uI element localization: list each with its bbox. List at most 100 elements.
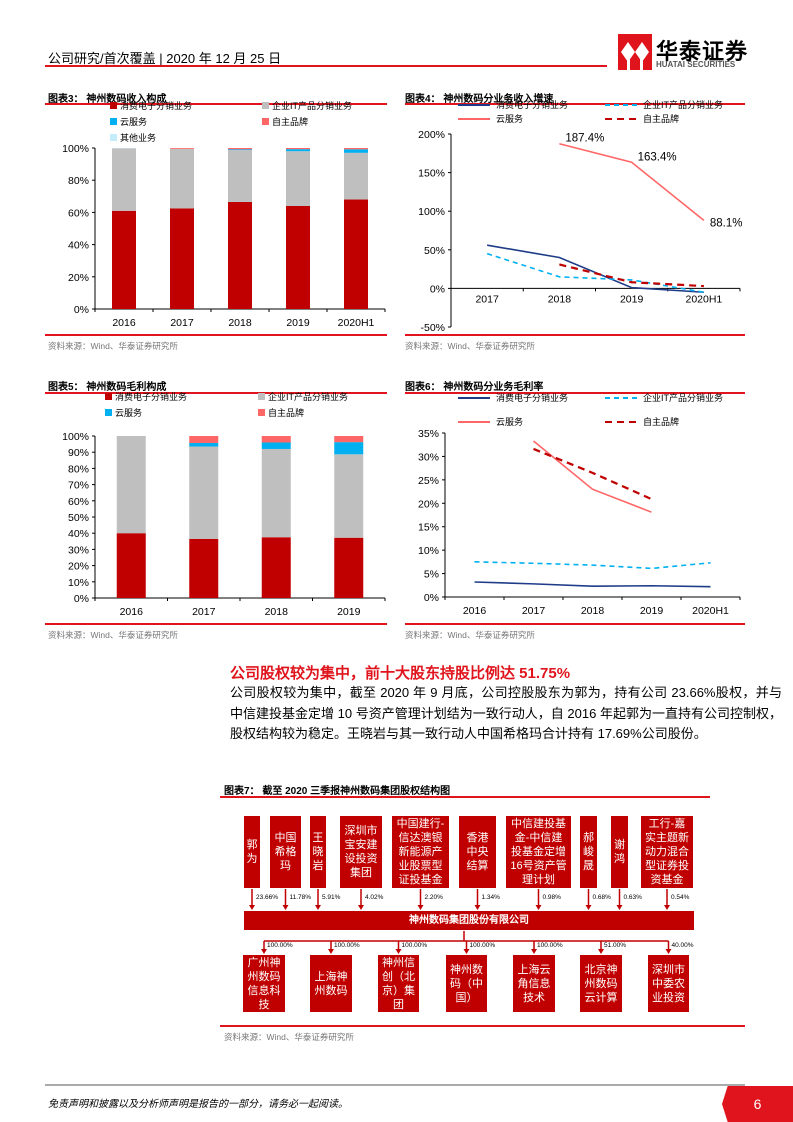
fig3-title: 图表3： 神州数码收入构成 — [48, 94, 167, 105]
shareholder-percentage: 1.34% — [481, 894, 500, 901]
fig4-series-line — [559, 263, 704, 288]
fig3-legend-label: 自主品牌 — [272, 116, 308, 127]
subsidiary-percentage: 40.00% — [671, 942, 694, 949]
fig6-bottom-rule — [405, 623, 745, 625]
fig3-bar-segment — [344, 199, 368, 309]
fig3-bar-segment — [228, 201, 252, 309]
shareholder-percentage: 0.63% — [623, 894, 642, 901]
fig4-source: 资料来源：Wind、华泰证券研究所 — [405, 341, 535, 351]
fig5-bar-segment — [334, 442, 364, 455]
fig4-legend-label: 企业IT产品分销业务 — [643, 99, 723, 110]
fig6-y-tick-label: 35% — [418, 428, 439, 440]
arrow-head-icon — [417, 905, 424, 910]
fig5-bar-segment — [334, 454, 364, 538]
fig3-x-tick-label: 2019 — [286, 317, 310, 329]
fig3-x-tick-label: 2017 — [170, 317, 194, 329]
arrow-head-icon — [249, 905, 255, 910]
fig5-legend-swatch — [258, 393, 265, 400]
fig5-y-tick-label: 90% — [68, 447, 89, 459]
fig5-legend-swatch — [258, 409, 265, 416]
arrow-head-icon — [665, 949, 672, 954]
logo-text: 华泰证券 — [656, 39, 749, 64]
shareholder-box: 深圳市 宝安建 设投资 集团 — [339, 815, 383, 889]
fig4-data-label: 88.1% — [710, 217, 743, 229]
arrow-head-icon — [598, 949, 604, 954]
fig3-y-tick-label: 0% — [74, 304, 89, 316]
fig5-legend-label: 云服务 — [115, 407, 142, 418]
fig6-x-tick-label: 2018 — [581, 605, 605, 617]
fig4-legend-label: 云服务 — [496, 113, 523, 124]
subsidiary-percentage: 100.00% — [401, 942, 428, 949]
fig3-bar-segment — [344, 148, 368, 150]
fig5-legend-label: 自主品牌 — [268, 407, 304, 418]
fig6-top-rule — [405, 392, 745, 394]
fig5-bar-segment — [116, 436, 146, 534]
fig7-bottom-rule — [220, 1025, 745, 1027]
shareholder-percentage: 2.20% — [424, 894, 443, 901]
fig5-y-tick-label: 80% — [68, 463, 89, 475]
shareholder-percentage: 0.68% — [592, 894, 611, 901]
fig6-y-tick-label: 10% — [418, 545, 439, 557]
fig4-y-tick-label: 200% — [418, 129, 445, 141]
fig5-x-tick-label: 2016 — [120, 606, 144, 618]
footer-divider — [45, 1084, 745, 1086]
fig3-x-tick-label: 2020H1 — [338, 317, 375, 329]
shareholder-box: 中信建投基 金-中信建 投基金定增 16号资产管 理计划 — [505, 815, 572, 889]
fig6-legend-label: 企业IT产品分销业务 — [643, 392, 723, 403]
shareholder-percentage: 0.98% — [542, 894, 561, 901]
fig6-source: 资料来源：Wind、华泰证券研究所 — [405, 630, 535, 640]
fig5-y-tick-label: 40% — [68, 528, 89, 540]
subsidiary-percentage: 100.00% — [267, 942, 293, 949]
arrow-head-icon — [328, 949, 334, 954]
fig5-bar-segment — [334, 537, 364, 598]
fig5-bar-segment — [189, 446, 219, 539]
fig6-y-tick-label: 25% — [418, 475, 439, 487]
page-number: 6 — [722, 1086, 793, 1122]
subsidiary-box: 神州信 创（北 京）集 团 — [377, 954, 420, 1013]
fig3-x-tick-label: 2016 — [112, 317, 136, 329]
fig6-x-tick-label: 2017 — [522, 605, 546, 617]
logo-subtext: HUATAI SECURITIES — [656, 60, 736, 69]
fig6-y-tick-label: 0% — [424, 592, 439, 604]
fig5-y-tick-label: 10% — [68, 577, 89, 589]
fig6-series-line — [533, 447, 652, 501]
fig4-series-line — [559, 142, 705, 222]
section-paragraph: 公司股权较为集中，截至 2020 年 9 月底，公司控股股东为郭为，持有公司 2… — [230, 685, 782, 741]
fig3-legend-swatch — [262, 118, 269, 125]
fig5-bar-segment — [189, 538, 219, 598]
fig6-series-line — [474, 561, 711, 570]
arrow-head-icon — [261, 949, 267, 954]
fig3-legend-swatch — [110, 102, 117, 109]
fig6-title: 图表6： 神州数码分业务毛利率 — [405, 382, 544, 393]
fig4-legend-label: 自主品牌 — [643, 113, 679, 124]
arrow-head-icon — [664, 905, 670, 910]
fig5-bar-segment — [261, 436, 291, 443]
fig5-y-tick-label: 100% — [62, 431, 89, 443]
subsidiary-box: 神州数 码（中 国） — [445, 954, 488, 1013]
subsidiary-box: 深圳市 中委农 业投资 — [647, 954, 690, 1013]
fig6-series-line — [532, 440, 652, 513]
fig4-y-tick-label: 100% — [418, 206, 445, 218]
fig3-bar-segment — [170, 208, 194, 309]
fig5-y-tick-label: 50% — [68, 512, 89, 524]
fig3-x-tick-label: 2018 — [228, 317, 252, 329]
fig6-y-tick-label: 15% — [418, 522, 439, 534]
fig6-y-tick-label: 5% — [424, 569, 439, 581]
fig4-legend-label: 消费电子分销业务 — [496, 99, 568, 110]
shareholder-percentage: 11.78% — [289, 894, 312, 901]
fig6-series-line — [474, 581, 711, 588]
shareholder-box: 香港 中央 结算 — [458, 815, 497, 889]
fig3-top-rule — [45, 103, 387, 105]
fig4-top-rule — [405, 103, 745, 105]
subsidiary-box: 上海云 角信息 技术 — [512, 954, 556, 1013]
fig4-data-label: 187.4% — [565, 133, 604, 145]
fig3-legend-swatch — [110, 134, 117, 141]
shareholder-box: 中国建行- 信达澳银 新能源产 业股票型 证投基金 — [391, 815, 450, 889]
shareholder-box: 中国 希格 玛 — [269, 815, 302, 889]
fig4-x-tick-label: 2018 — [548, 293, 572, 305]
fig5-bar-segment — [189, 436, 219, 443]
fig3-legend-swatch — [110, 118, 117, 125]
arrow-head-icon — [531, 949, 537, 954]
arrow-head-icon — [585, 905, 592, 910]
